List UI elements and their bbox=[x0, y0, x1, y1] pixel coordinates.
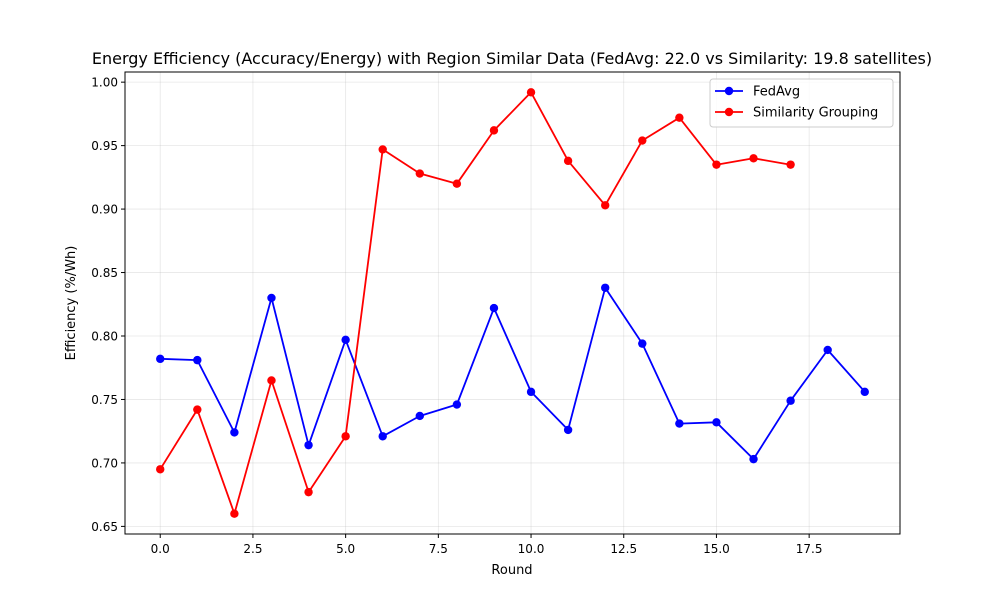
data-point-fedavg bbox=[193, 355, 202, 365]
legend: FedAvg Similarity Grouping bbox=[709, 78, 894, 128]
y-tick-label: 0.75 bbox=[91, 393, 118, 407]
y-tick-label: 0.85 bbox=[91, 266, 118, 280]
data-point-fedavg bbox=[860, 387, 869, 397]
series-line-fedavg bbox=[160, 286, 866, 461]
data-point-fedavg bbox=[749, 454, 758, 464]
series-layer bbox=[156, 88, 869, 518]
plot-area bbox=[125, 72, 900, 534]
data-point-fedavg bbox=[675, 419, 684, 428]
x-tick-label: 15.0 bbox=[703, 542, 730, 556]
grid bbox=[125, 72, 900, 534]
y-tick-label: 0.95 bbox=[91, 139, 118, 153]
data-point-fedavg bbox=[378, 432, 387, 441]
y-tick-label: 0.90 bbox=[91, 203, 118, 217]
y-tick-label: 0.70 bbox=[91, 456, 118, 470]
data-point-similarity-grouping bbox=[675, 113, 684, 122]
data-point-similarity-grouping bbox=[452, 179, 462, 188]
data-point-fedavg bbox=[563, 425, 573, 435]
data-point-fedavg bbox=[304, 440, 313, 450]
data-point-similarity-grouping bbox=[749, 154, 758, 163]
x-tick-label: 10.0 bbox=[518, 542, 545, 556]
data-point-similarity-grouping bbox=[341, 432, 350, 441]
data-point-similarity-grouping bbox=[601, 201, 610, 210]
x-tick-label: 7.5 bbox=[429, 542, 448, 556]
y-axis: 0.65 0.70 0.75 0.80 0.85 0.90 0.95 1.00 bbox=[91, 76, 125, 534]
x-tick-label: 0.0 bbox=[151, 542, 170, 556]
data-point-similarity-grouping bbox=[638, 136, 647, 145]
x-tick-label: 2.5 bbox=[243, 542, 262, 556]
series-line-similarity-grouping bbox=[159, 91, 791, 515]
data-point-fedavg bbox=[341, 335, 350, 345]
x-axis: 0.0 2.5 5.0 7.5 10.0 12.5 15.0 17.5 bbox=[151, 534, 823, 556]
data-point-similarity-grouping bbox=[563, 156, 573, 166]
data-point-similarity-grouping bbox=[230, 509, 239, 518]
legend-marker-similarity-grouping bbox=[724, 107, 734, 117]
legend-label-similarity-grouping: Similarity Grouping bbox=[753, 106, 878, 121]
x-axis-label: Round bbox=[491, 563, 532, 578]
y-tick-label: 0.65 bbox=[91, 520, 118, 534]
data-point-fedavg bbox=[267, 293, 276, 303]
data-point-fedavg bbox=[638, 339, 647, 348]
data-point-similarity-grouping bbox=[378, 145, 387, 154]
data-point-fedavg bbox=[452, 400, 462, 409]
data-point-fedavg bbox=[823, 345, 832, 355]
data-point-similarity-grouping bbox=[526, 88, 536, 97]
data-point-fedavg bbox=[156, 354, 165, 364]
y-axis-label: Efficiency (%/Wh) bbox=[64, 246, 79, 361]
legend-box bbox=[709, 78, 894, 128]
data-point-similarity-grouping bbox=[489, 126, 499, 135]
data-point-similarity-grouping bbox=[193, 405, 202, 414]
data-point-similarity-grouping bbox=[415, 169, 424, 178]
data-point-similarity-grouping bbox=[267, 376, 276, 385]
data-point-fedavg bbox=[415, 411, 424, 421]
data-point-fedavg bbox=[489, 303, 499, 313]
data-point-fedavg bbox=[712, 418, 721, 427]
data-point-similarity-grouping bbox=[712, 160, 721, 169]
plot-frame bbox=[124, 71, 901, 535]
x-tick-label: 5.0 bbox=[336, 542, 355, 556]
data-point-fedavg bbox=[230, 428, 239, 437]
data-point-similarity-grouping bbox=[304, 487, 313, 497]
data-point-fedavg bbox=[526, 387, 536, 397]
data-point-fedavg bbox=[786, 396, 795, 405]
data-point-fedavg bbox=[601, 283, 610, 292]
chart-title: Energy Efficiency (Accuracy/Energy) with… bbox=[92, 49, 932, 68]
data-point-similarity-grouping bbox=[786, 160, 795, 169]
x-tick-label: 12.5 bbox=[610, 542, 637, 556]
y-tick-label: 1.00 bbox=[91, 76, 118, 90]
legend-marker-fedavg bbox=[724, 86, 734, 96]
legend-label-fedavg: FedAvg bbox=[753, 85, 800, 100]
y-tick-label: 0.80 bbox=[91, 330, 118, 344]
data-point-similarity-grouping bbox=[156, 465, 165, 474]
x-tick-label: 17.5 bbox=[796, 542, 823, 556]
